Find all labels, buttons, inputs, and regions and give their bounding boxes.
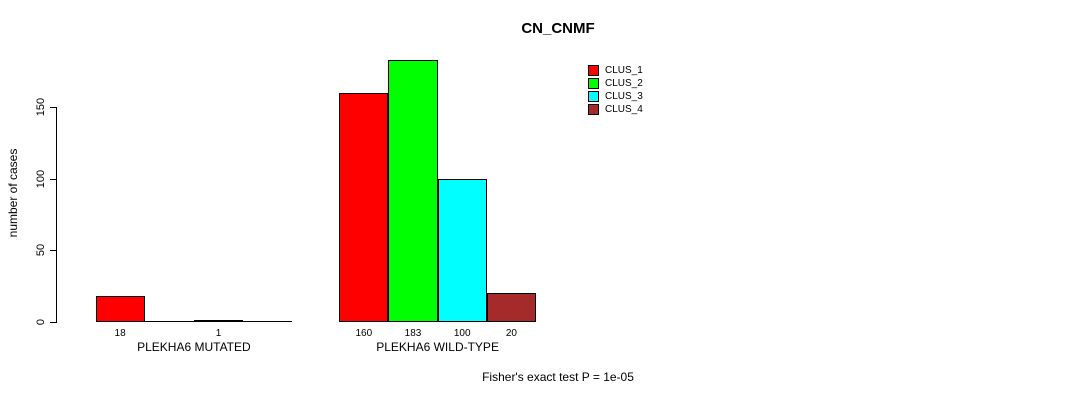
y-tick [50, 107, 56, 108]
y-tick [50, 178, 56, 180]
bar-clus_4-wild-type [486, 293, 536, 322]
y-tick [50, 250, 56, 252]
bar-clus_3-wild-type [437, 178, 487, 322]
fisher-test-annotation: Fisher's exact test P = 1e-05 [482, 370, 634, 384]
legend-label: CLUS_4 [605, 103, 643, 115]
group-label: PLEKHA6 MUTATED [137, 340, 251, 354]
legend-item-clus_3: CLUS_3 [588, 90, 643, 103]
legend-label: CLUS_1 [605, 64, 643, 76]
y-axis-label: number of cases [6, 148, 20, 238]
y-axis-line [56, 107, 57, 323]
legend-label: CLUS_3 [605, 90, 643, 102]
bar-value-label: 160 [355, 328, 373, 339]
y-tick-label: 0 [35, 318, 47, 326]
y-tick-label: 100 [35, 169, 47, 188]
legend-swatch-icon [588, 91, 599, 102]
group-label: PLEKHA6 WILD-TYPE [376, 340, 499, 354]
bar-value-label: 20 [505, 328, 517, 339]
legend-item-clus_2: CLUS_2 [588, 77, 643, 90]
legend-item-clus_4: CLUS_4 [588, 103, 643, 116]
bar-clus_2-wild-type [388, 59, 438, 322]
bar-value-label: 18 [114, 328, 126, 339]
chart-title: CN_CNMF [521, 20, 595, 37]
bar-clus_1-mutated [95, 296, 145, 322]
legend: CLUS_1 CLUS_2 CLUS_3 CLUS_4 [588, 64, 643, 116]
bar-value-label: 100 [453, 328, 471, 339]
bar-value-label: 183 [404, 328, 422, 339]
bar-value-label: 1 [215, 328, 222, 339]
bar-clus_3-mutated [193, 320, 244, 322]
legend-swatch-icon [588, 104, 599, 115]
legend-label: CLUS_2 [605, 77, 643, 89]
legend-swatch-icon [588, 65, 599, 76]
y-tick-label: 50 [35, 244, 47, 257]
y-tick [50, 322, 56, 323]
bar-clus_1-wild-type [339, 92, 389, 322]
y-tick-label: 150 [35, 97, 47, 117]
legend-swatch-icon [588, 78, 599, 89]
legend-item-clus_1: CLUS_1 [588, 64, 643, 77]
group-baseline [339, 321, 536, 322]
